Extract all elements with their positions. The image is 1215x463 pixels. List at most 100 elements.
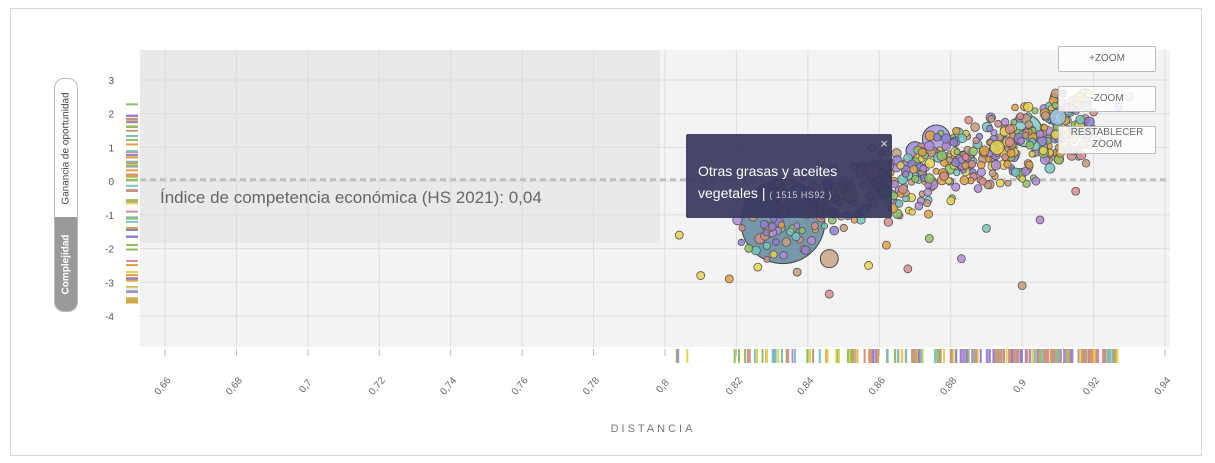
- data-point[interactable]: [1031, 176, 1041, 186]
- data-point[interactable]: [951, 182, 961, 192]
- data-point[interactable]: [933, 133, 942, 142]
- data-point[interactable]: [1041, 111, 1051, 121]
- data-point[interactable]: [990, 159, 1002, 171]
- data-point[interactable]: [959, 175, 970, 186]
- data-point[interactable]: [995, 178, 1005, 188]
- toggle-complexity[interactable]: Complejidad: [55, 217, 77, 311]
- reset-zoom-button[interactable]: RESTABLECER ZOOM: [1058, 126, 1156, 154]
- data-point[interactable]: [957, 133, 968, 144]
- data-point[interactable]: [896, 161, 905, 170]
- data-point[interactable]: [964, 115, 973, 125]
- data-point[interactable]: [936, 150, 948, 161]
- data-point[interactable]: [882, 240, 891, 250]
- data-point[interactable]: [994, 119, 1002, 128]
- data-point[interactable]: [785, 227, 795, 237]
- data-point[interactable]: [894, 199, 904, 208]
- data-point[interactable]: [792, 267, 802, 277]
- data-point[interactable]: [1016, 112, 1025, 121]
- data-point[interactable]: [1025, 140, 1035, 150]
- data-point[interactable]: [984, 155, 992, 163]
- close-icon[interactable]: ×: [880, 136, 888, 151]
- data-point[interactable]: [1011, 103, 1019, 112]
- data-point[interactable]: [1081, 159, 1091, 168]
- data-point[interactable]: [744, 243, 754, 253]
- data-point[interactable]: [810, 221, 819, 230]
- data-point[interactable]: [791, 231, 801, 242]
- data-point[interactable]: [1028, 150, 1036, 158]
- data-point[interactable]: [903, 264, 913, 274]
- data-point[interactable]: [924, 209, 933, 219]
- data-point[interactable]: [1071, 186, 1081, 196]
- data-point[interactable]: [949, 138, 959, 147]
- zoom-in-button[interactable]: +ZOOM: [1058, 46, 1156, 72]
- data-point[interactable]: [864, 261, 873, 270]
- data-point[interactable]: [968, 146, 978, 157]
- data-point[interactable]: [772, 238, 780, 246]
- data-point[interactable]: [801, 245, 811, 255]
- data-point[interactable]: [753, 262, 763, 272]
- data-point[interactable]: [819, 249, 839, 269]
- data-point[interactable]: [762, 241, 771, 250]
- toggle-opportunity[interactable]: Ganancia de oportunidad: [55, 79, 77, 217]
- data-point[interactable]: [1017, 137, 1025, 145]
- data-point[interactable]: [724, 274, 734, 284]
- data-point[interactable]: [970, 122, 980, 132]
- data-point[interactable]: [961, 161, 970, 170]
- zoom-out-button[interactable]: -ZOOM: [1058, 86, 1156, 112]
- data-point[interactable]: [909, 165, 918, 174]
- data-point[interactable]: [987, 115, 996, 123]
- data-point[interactable]: [781, 237, 791, 247]
- data-point[interactable]: [1004, 124, 1015, 135]
- data-point[interactable]: [1021, 131, 1030, 139]
- data-point[interactable]: [902, 170, 910, 178]
- data-point[interactable]: [767, 222, 777, 232]
- data-point[interactable]: [1003, 160, 1012, 169]
- data-point[interactable]: [807, 236, 817, 246]
- data-point[interactable]: [839, 223, 848, 233]
- data-point[interactable]: [953, 168, 961, 177]
- data-point[interactable]: [1049, 108, 1067, 126]
- data-point[interactable]: [939, 171, 949, 181]
- data-point[interactable]: [1017, 281, 1027, 291]
- data-point[interactable]: [696, 271, 706, 280]
- data-point[interactable]: [978, 177, 987, 186]
- data-point[interactable]: [777, 221, 786, 229]
- data-point[interactable]: [977, 160, 986, 170]
- data-point[interactable]: [982, 223, 991, 233]
- data-point[interactable]: [1000, 117, 1010, 127]
- data-point[interactable]: [924, 158, 935, 169]
- data-point[interactable]: [798, 226, 806, 235]
- data-point[interactable]: [824, 289, 834, 299]
- data-point[interactable]: [738, 224, 746, 232]
- data-point[interactable]: [1075, 114, 1086, 125]
- data-point[interactable]: [1018, 175, 1027, 183]
- data-point[interactable]: [989, 140, 1005, 155]
- data-point[interactable]: [1035, 215, 1045, 225]
- data-point[interactable]: [1031, 107, 1039, 115]
- data-point[interactable]: [762, 228, 771, 237]
- data-point[interactable]: [1004, 179, 1012, 187]
- data-point[interactable]: [821, 222, 829, 230]
- data-point[interactable]: [911, 174, 920, 184]
- data-point[interactable]: [1036, 129, 1045, 139]
- data-point[interactable]: [923, 188, 932, 197]
- data-point[interactable]: [829, 225, 840, 236]
- data-point[interactable]: [923, 199, 932, 208]
- data-point[interactable]: [918, 147, 927, 157]
- data-point[interactable]: [908, 208, 916, 216]
- data-point[interactable]: [972, 136, 980, 145]
- data-point[interactable]: [952, 126, 961, 136]
- data-point[interactable]: [1001, 153, 1009, 162]
- data-point[interactable]: [924, 140, 935, 152]
- data-point[interactable]: [898, 184, 908, 194]
- data-point[interactable]: [953, 148, 961, 156]
- data-point[interactable]: [945, 156, 953, 164]
- data-point[interactable]: [1044, 162, 1056, 174]
- data-point[interactable]: [973, 184, 983, 193]
- data-point[interactable]: [924, 173, 935, 184]
- data-point[interactable]: [1023, 101, 1034, 113]
- data-point[interactable]: [674, 230, 684, 240]
- data-point[interactable]: [1006, 148, 1016, 158]
- data-point[interactable]: [793, 222, 801, 230]
- data-point[interactable]: [914, 201, 924, 211]
